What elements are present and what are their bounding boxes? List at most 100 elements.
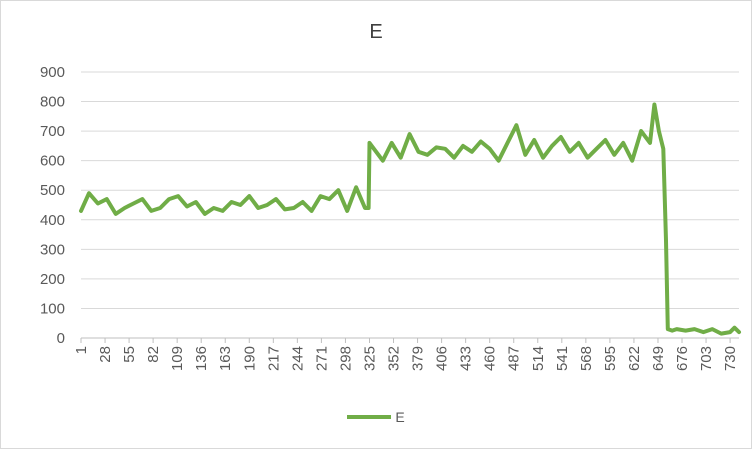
y-tick-label: 900 xyxy=(40,64,65,81)
data-point xyxy=(274,197,278,201)
x-tick-label: 460 xyxy=(482,346,499,371)
data-point xyxy=(390,141,394,145)
x-tick-label: 55 xyxy=(121,346,138,363)
y-tick-label: 400 xyxy=(40,212,65,229)
data-point xyxy=(79,209,83,213)
data-point xyxy=(586,156,590,160)
y-tick-label: 700 xyxy=(40,123,65,140)
y-tick-label: 100 xyxy=(40,300,65,317)
x-tick-label: 514 xyxy=(530,346,547,371)
x-tick-label: 190 xyxy=(241,346,258,371)
data-point xyxy=(657,129,661,133)
data-point xyxy=(639,129,643,133)
data-point xyxy=(301,200,305,204)
legend-label: E xyxy=(395,409,405,425)
data-point xyxy=(710,327,714,331)
data-point xyxy=(256,206,260,210)
data-point xyxy=(363,206,367,210)
data-point xyxy=(497,159,501,163)
x-tick-label: 730 xyxy=(722,346,739,371)
x-tick-label: 352 xyxy=(386,346,403,371)
data-point xyxy=(140,197,144,201)
data-point xyxy=(212,206,216,210)
x-tick-label: 28 xyxy=(97,346,114,363)
data-point xyxy=(630,159,634,163)
data-point xyxy=(221,209,225,213)
data-point xyxy=(488,147,492,151)
data-point xyxy=(194,200,198,204)
data-point xyxy=(367,141,371,145)
data-point xyxy=(541,156,545,160)
data-point xyxy=(354,185,358,189)
data-point xyxy=(443,147,447,151)
chart-title: E xyxy=(369,21,383,43)
x-tick-label: 541 xyxy=(554,346,571,371)
data-point xyxy=(719,332,723,336)
data-point xyxy=(265,203,269,207)
data-point xyxy=(292,206,296,210)
data-point xyxy=(666,327,670,331)
x-tick-label: 244 xyxy=(289,346,306,371)
data-point xyxy=(559,135,563,139)
data-point xyxy=(123,206,127,210)
data-point xyxy=(532,138,536,142)
x-tick-label: 487 xyxy=(506,346,523,371)
data-point xyxy=(728,330,732,334)
data-point xyxy=(114,212,118,216)
data-point xyxy=(425,153,429,157)
data-point xyxy=(336,188,340,192)
data-point xyxy=(670,329,674,333)
legend: E xyxy=(1,409,751,425)
data-point xyxy=(247,194,251,198)
data-point xyxy=(470,150,474,154)
data-point xyxy=(514,123,518,127)
data-point xyxy=(733,326,737,330)
data-point xyxy=(692,327,696,331)
x-tick-label: 82 xyxy=(145,346,162,363)
data-point xyxy=(621,141,625,145)
data-point xyxy=(577,141,581,145)
data-point xyxy=(684,329,688,333)
x-tick-label: 298 xyxy=(337,346,354,371)
data-point xyxy=(158,206,162,210)
y-tick-label: 800 xyxy=(40,94,65,111)
legend-swatch xyxy=(347,415,392,419)
data-point xyxy=(372,147,376,151)
x-tick-label: 676 xyxy=(674,346,691,371)
data-point xyxy=(87,191,91,195)
x-tick-label: 136 xyxy=(193,346,210,371)
data-point xyxy=(568,150,572,154)
data-point xyxy=(327,197,331,201)
data-point xyxy=(595,147,599,151)
data-point xyxy=(238,203,242,207)
data-point xyxy=(452,156,456,160)
x-tick-label: 433 xyxy=(458,346,475,371)
x-tick-label: 622 xyxy=(626,346,643,371)
x-tick-label: 217 xyxy=(265,346,282,371)
data-point xyxy=(229,200,233,204)
data-point xyxy=(648,141,652,145)
data-point xyxy=(132,202,136,206)
x-tick-label: 703 xyxy=(698,346,715,371)
x-tick-label: 406 xyxy=(434,346,451,371)
x-tick-label: 163 xyxy=(217,346,234,371)
data-point xyxy=(185,204,189,208)
data-point xyxy=(550,144,554,148)
data-point xyxy=(737,330,741,334)
y-tick-label: 500 xyxy=(40,182,65,199)
data-point xyxy=(479,139,483,143)
data-point xyxy=(664,238,668,242)
data-point xyxy=(523,153,527,157)
data-point xyxy=(176,194,180,198)
data-point xyxy=(434,145,438,149)
data-point xyxy=(416,150,420,154)
y-tick-label: 200 xyxy=(40,271,65,288)
data-point xyxy=(652,103,656,107)
data-point xyxy=(701,330,705,334)
x-tick-label: 649 xyxy=(650,346,667,371)
data-point xyxy=(367,206,371,210)
y-tick-label: 300 xyxy=(40,241,65,258)
data-point xyxy=(345,209,349,213)
data-point xyxy=(675,327,679,331)
